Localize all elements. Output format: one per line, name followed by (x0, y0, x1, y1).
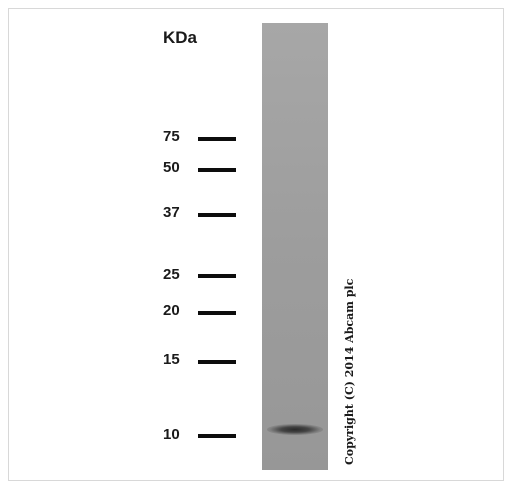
marker-tick-15 (198, 360, 236, 364)
marker-label-75: 75 (163, 129, 189, 145)
protein-band (267, 424, 323, 435)
marker-label-50: 50 (163, 160, 189, 176)
marker-tick-10 (198, 434, 236, 438)
marker-tick-50 (198, 168, 236, 172)
marker-label-10: 10 (163, 427, 189, 443)
marker-label-15: 15 (163, 352, 189, 368)
marker-tick-75 (198, 137, 236, 141)
marker-tick-37 (198, 213, 236, 217)
marker-label-20: 20 (163, 303, 189, 319)
blot-lane (262, 23, 328, 470)
marker-label-37: 37 (163, 205, 189, 221)
marker-tick-20 (198, 311, 236, 315)
unit-label: KDa (163, 28, 197, 48)
copyright-text: Copyright (C) 2014 Abcam plc (343, 279, 356, 465)
image-frame (8, 8, 504, 481)
marker-tick-25 (198, 274, 236, 278)
marker-label-25: 25 (163, 267, 189, 283)
